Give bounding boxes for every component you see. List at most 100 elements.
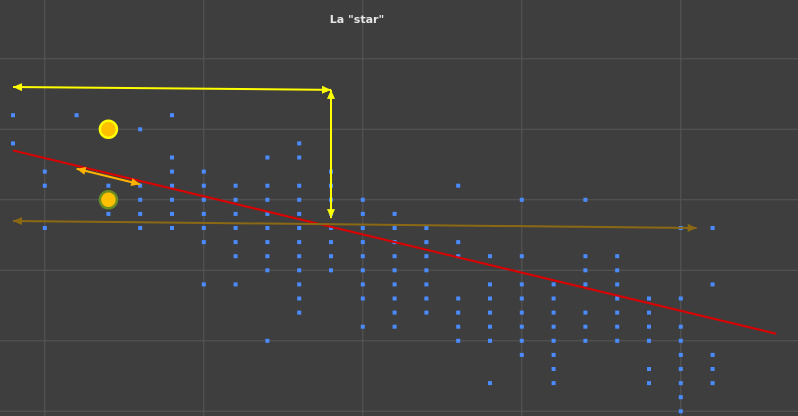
data-point (233, 197, 238, 202)
data-point (106, 211, 111, 216)
data-point (519, 310, 524, 315)
data-point (297, 240, 302, 245)
data-point (424, 296, 429, 301)
data-point (297, 254, 302, 259)
data-point (170, 113, 174, 118)
data-point (360, 296, 365, 301)
data-point (138, 183, 143, 188)
data-point (456, 240, 461, 245)
data-point (519, 282, 524, 287)
data-point (329, 226, 333, 230)
data-point (265, 254, 270, 259)
data-point (170, 211, 174, 216)
arrow-head (321, 85, 331, 94)
data-point (297, 226, 302, 230)
data-point (456, 338, 461, 343)
data-point (297, 197, 302, 202)
data-point (551, 296, 556, 301)
data-point (392, 268, 397, 273)
data-point (678, 338, 683, 343)
data-point (551, 381, 556, 386)
data-point (233, 240, 238, 245)
arrow-head (327, 89, 335, 99)
data-point (583, 282, 588, 287)
data-point (11, 113, 15, 118)
data-point (201, 169, 206, 174)
data-point (583, 197, 588, 202)
data-point (297, 211, 302, 216)
arrow-head (13, 83, 23, 92)
highlight-marker (98, 119, 119, 140)
data-point (138, 226, 143, 230)
data-point (519, 352, 524, 357)
data-point (265, 197, 270, 202)
data-point (615, 296, 620, 301)
data-point (138, 211, 143, 216)
data-point (615, 338, 620, 343)
data-point (329, 254, 333, 259)
data-point (233, 282, 238, 287)
data-point (265, 338, 270, 343)
data-point (615, 324, 620, 329)
data-point (106, 183, 111, 188)
data-point (583, 254, 588, 259)
data-point (360, 268, 365, 273)
data-point (488, 282, 492, 287)
data-point (360, 240, 365, 245)
data-point (488, 310, 492, 315)
data-point (647, 324, 651, 329)
data-point (170, 183, 174, 188)
data-point (488, 324, 492, 329)
data-point (456, 310, 461, 315)
data-point (297, 183, 302, 188)
data-point (297, 282, 302, 287)
data-point (551, 352, 556, 357)
data-point (678, 352, 683, 357)
arrow-head (130, 178, 141, 187)
data-points (11, 113, 715, 414)
data-point (424, 226, 429, 230)
highlight-markers (98, 119, 119, 210)
data-point (456, 254, 461, 259)
data-point (170, 226, 174, 230)
data-point (615, 310, 620, 315)
data-point (488, 254, 492, 259)
data-point (615, 282, 620, 287)
data-point (392, 310, 397, 315)
data-point (615, 254, 620, 259)
data-point (392, 226, 397, 230)
overlay-line-stroke (76, 167, 141, 186)
data-point (233, 183, 238, 188)
data-point (201, 197, 206, 202)
overlay-line (76, 167, 141, 187)
data-point (678, 296, 683, 301)
data-point (360, 254, 365, 259)
data-point (519, 197, 524, 202)
data-point (424, 268, 429, 273)
data-point (11, 141, 15, 146)
overlay-lines (12, 83, 777, 335)
data-point (138, 127, 143, 132)
data-point (201, 240, 206, 245)
data-point (456, 324, 461, 329)
data-point (583, 324, 588, 329)
data-point (329, 268, 333, 273)
data-point (265, 155, 270, 160)
data-point (74, 113, 79, 118)
data-point (170, 169, 174, 174)
data-point (551, 338, 556, 343)
data-point (551, 367, 556, 371)
data-point (710, 226, 715, 230)
data-point (647, 338, 651, 343)
data-point (42, 169, 47, 174)
data-point (488, 338, 492, 343)
data-point (265, 183, 270, 188)
data-point (360, 197, 365, 202)
arrow-head (13, 217, 23, 226)
overlay-line-stroke (12, 219, 697, 229)
data-point (201, 282, 206, 287)
data-point (265, 211, 270, 216)
data-point (710, 381, 715, 386)
